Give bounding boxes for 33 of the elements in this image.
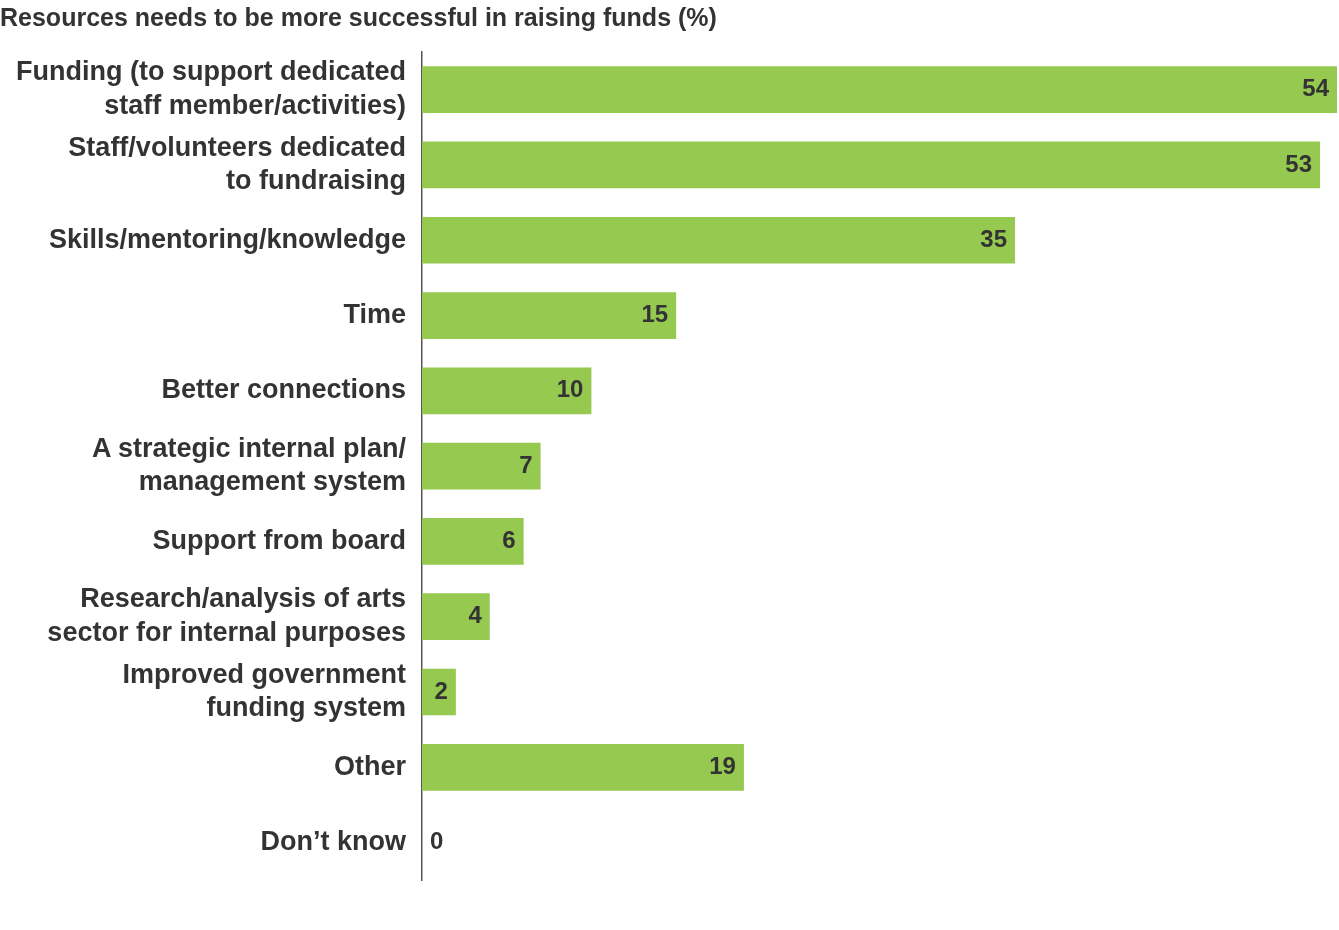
bar (421, 743, 744, 791)
data-label: 2 (434, 676, 448, 704)
data-label: 10 (556, 375, 584, 403)
y-tick-label: Better connections (161, 374, 406, 405)
data-label: 4 (468, 601, 483, 629)
bar (421, 292, 677, 339)
bar (421, 593, 490, 641)
y-tick-label: Skills/mentoring/knowledge (48, 223, 406, 254)
bar (421, 66, 1337, 113)
y-tick-label: Other (333, 750, 407, 781)
bar (421, 668, 456, 716)
y-tick-label: Support from board (152, 524, 406, 555)
chart-title: Resources needs to be more successful in raising funds (%) (0, 2, 717, 31)
bar (421, 141, 1321, 189)
data-label: 0 (429, 827, 444, 855)
y-tick-label: Improved government funding system (122, 658, 406, 723)
data-label: 6 (502, 526, 516, 554)
y-tick-label: Funding (to support dedicated staff member/activities) (15, 56, 406, 120)
data-label: 19 (709, 751, 736, 779)
bar (421, 367, 592, 415)
bar (421, 442, 541, 490)
data-label: 53 (1285, 149, 1313, 177)
y-tick-label: Don’t know (260, 826, 407, 857)
data-label: 35 (980, 224, 1008, 252)
y-tick-label: Time (343, 298, 406, 329)
bar (421, 216, 1016, 264)
y-tick-label: A strategic internal plan/ management system (91, 432, 407, 497)
y-tick-label: Staff/volunteers dedicated to fundraising (68, 131, 406, 196)
y-tick-label: Research/analysis of arts sector for internal purposes (47, 583, 406, 648)
data-label: 7 (519, 450, 533, 478)
bar (421, 518, 524, 565)
data-label: 54 (1302, 74, 1330, 102)
data-label: 15 (641, 300, 669, 328)
